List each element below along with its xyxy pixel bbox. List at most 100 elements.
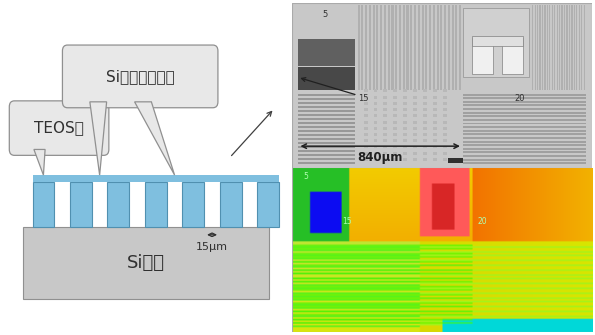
Bar bbox=[70, 182, 92, 226]
Bar bbox=[463, 8, 529, 77]
Bar bbox=[403, 152, 407, 155]
Bar bbox=[443, 95, 447, 98]
Bar bbox=[298, 102, 355, 104]
Bar bbox=[463, 115, 586, 117]
Bar bbox=[298, 67, 355, 90]
Bar bbox=[463, 108, 586, 110]
Bar bbox=[423, 114, 427, 117]
Bar bbox=[364, 108, 368, 111]
Bar bbox=[393, 95, 397, 98]
Bar bbox=[414, 95, 417, 98]
Bar bbox=[550, 5, 552, 90]
Bar bbox=[298, 130, 355, 132]
Bar bbox=[463, 162, 586, 164]
Bar bbox=[433, 108, 437, 111]
Bar bbox=[433, 102, 437, 105]
Bar bbox=[298, 158, 355, 160]
Bar bbox=[364, 145, 368, 148]
Bar bbox=[571, 5, 572, 90]
Bar bbox=[421, 5, 424, 90]
Bar bbox=[433, 95, 437, 98]
Bar bbox=[562, 5, 563, 90]
Bar bbox=[374, 114, 377, 117]
Bar bbox=[374, 89, 377, 92]
Bar bbox=[423, 121, 427, 124]
Bar bbox=[393, 89, 397, 92]
Bar bbox=[364, 89, 368, 92]
Bar bbox=[433, 139, 437, 142]
Bar bbox=[423, 127, 427, 130]
Bar bbox=[298, 94, 355, 96]
Bar bbox=[463, 137, 586, 139]
Bar bbox=[472, 36, 523, 46]
Bar bbox=[443, 108, 447, 111]
Bar bbox=[463, 133, 586, 135]
Bar bbox=[584, 5, 585, 90]
Bar bbox=[258, 182, 279, 226]
Bar bbox=[298, 150, 355, 152]
Bar bbox=[384, 127, 387, 130]
Bar bbox=[384, 102, 387, 105]
Bar bbox=[384, 95, 387, 98]
Bar bbox=[365, 5, 367, 90]
Bar bbox=[298, 126, 355, 128]
Bar bbox=[393, 114, 397, 117]
Bar bbox=[384, 114, 387, 117]
Bar bbox=[364, 152, 368, 155]
Bar bbox=[384, 89, 387, 92]
Bar bbox=[576, 5, 577, 90]
Bar bbox=[414, 152, 417, 155]
Bar bbox=[448, 5, 450, 90]
Bar bbox=[298, 142, 355, 144]
Bar bbox=[564, 5, 565, 90]
Bar bbox=[298, 110, 355, 112]
Bar bbox=[298, 118, 355, 120]
Bar bbox=[358, 5, 360, 90]
Bar bbox=[393, 139, 397, 142]
Bar bbox=[410, 5, 412, 90]
Bar bbox=[393, 152, 397, 155]
Bar bbox=[384, 108, 387, 111]
Bar bbox=[392, 5, 393, 90]
Bar bbox=[298, 122, 355, 124]
Bar bbox=[463, 97, 586, 99]
Bar bbox=[463, 101, 586, 103]
Bar bbox=[403, 89, 407, 92]
Bar bbox=[433, 127, 437, 130]
Bar bbox=[433, 121, 437, 124]
Bar bbox=[433, 5, 435, 90]
Bar bbox=[298, 98, 355, 100]
Bar bbox=[393, 133, 397, 136]
Bar bbox=[463, 144, 586, 146]
Bar bbox=[384, 139, 387, 142]
Bar bbox=[374, 102, 377, 105]
Bar bbox=[384, 145, 387, 148]
Bar bbox=[437, 5, 439, 90]
Bar bbox=[298, 134, 355, 136]
Bar bbox=[364, 127, 368, 130]
Bar bbox=[414, 139, 417, 142]
Bar bbox=[374, 121, 377, 124]
Bar bbox=[414, 102, 417, 105]
Bar bbox=[414, 5, 416, 90]
Bar bbox=[463, 112, 586, 114]
Bar bbox=[540, 5, 541, 90]
Text: Siエッチング部: Siエッチング部 bbox=[106, 69, 174, 84]
Bar bbox=[443, 158, 447, 161]
Bar bbox=[361, 5, 364, 90]
Bar bbox=[443, 127, 447, 130]
Bar bbox=[455, 5, 458, 90]
Bar bbox=[393, 127, 397, 130]
Bar bbox=[448, 158, 463, 162]
Bar bbox=[414, 108, 417, 111]
FancyBboxPatch shape bbox=[10, 101, 109, 155]
Bar bbox=[423, 102, 427, 105]
Bar bbox=[374, 152, 377, 155]
Bar bbox=[444, 5, 446, 90]
Text: TEOS膜: TEOS膜 bbox=[34, 121, 84, 136]
Bar bbox=[452, 5, 453, 90]
Bar bbox=[33, 182, 54, 226]
Bar bbox=[403, 114, 407, 117]
Bar bbox=[414, 89, 417, 92]
Bar bbox=[388, 5, 390, 90]
